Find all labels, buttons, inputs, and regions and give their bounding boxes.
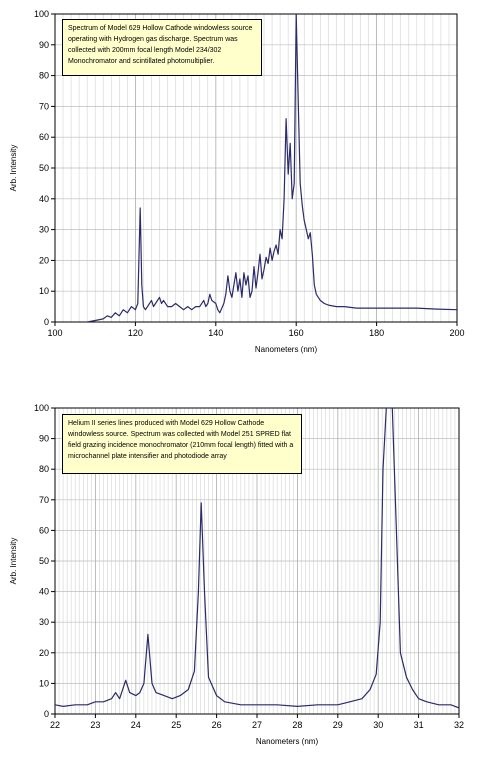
chart-1-x-tick-label: 140 bbox=[208, 328, 223, 338]
chart-2-y-tick-label: 10 bbox=[39, 678, 49, 688]
chart-2-y-tick-label: 80 bbox=[39, 464, 49, 474]
chart-2-y-tick-label: 30 bbox=[39, 617, 49, 627]
chart-1-x-tick-label: 100 bbox=[47, 328, 62, 338]
chart-1-y-tick-label: 90 bbox=[39, 40, 49, 50]
chart-1-annotation: Spectrum of Model 629 Hollow Cathode win… bbox=[62, 19, 262, 76]
chart-1-y-tick-label: 0 bbox=[44, 317, 49, 327]
chart-1-x-tick-label: 180 bbox=[369, 328, 384, 338]
chart-2-x-tick-label: 30 bbox=[373, 720, 383, 730]
chart-2-y-tick-label: 100 bbox=[34, 403, 49, 413]
chart-2-x-tick-label: 31 bbox=[414, 720, 424, 730]
chart-1-y-tick-label: 50 bbox=[39, 163, 49, 173]
chart-1-y-tick-label: 100 bbox=[34, 9, 49, 19]
chart-1-x-tick-label: 200 bbox=[449, 328, 464, 338]
chart-1-y-axis-title: Arb. Intensity bbox=[9, 145, 18, 192]
chart-1-x-tick-label: 120 bbox=[128, 328, 143, 338]
chart-helium-spectrum: 22 23 24 25 26 27 28 29 30 31 32 0 10 20 30 40 50 60 70 80 9… bbox=[0, 385, 482, 759]
chart-1-y-tick-label: 30 bbox=[39, 225, 49, 235]
chart-2-x-tick-label: 32 bbox=[454, 720, 464, 730]
chart-2-y-tick-label: 40 bbox=[39, 587, 49, 597]
chart-1-y-tick-label: 10 bbox=[39, 286, 49, 296]
chart-2-y-tick-label: 0 bbox=[44, 709, 49, 719]
chart-2-x-tick-label: 23 bbox=[90, 720, 100, 730]
chart-1-x-axis-title: Nanometers (nm) bbox=[255, 345, 318, 354]
chart-2-annotation: Helium II series lines produced with Mod… bbox=[62, 414, 302, 474]
chart-2-y-tick-label: 70 bbox=[39, 495, 49, 505]
chart-1-y-tick-label: 60 bbox=[39, 132, 49, 142]
chart-1-y-tick-label: 20 bbox=[39, 255, 49, 265]
chart-1-y-tick-label: 80 bbox=[39, 71, 49, 81]
chart-hydrogen-spectrum: 100 120 140 160 180 200 0 10 20 30 40 50 60 70 80 90 100… bbox=[0, 0, 482, 375]
chart-1-series-line bbox=[87, 14, 457, 322]
chart-2-x-tick-label: 27 bbox=[252, 720, 262, 730]
chart-2-y-axis-title: Arb. Intensity bbox=[9, 538, 18, 585]
chart-2-x-axis-title: Nanometers (nm) bbox=[256, 737, 319, 746]
chart-1-x-tick-label: 160 bbox=[289, 328, 304, 338]
chart-2-y-tick-label: 20 bbox=[39, 648, 49, 658]
chart-2-x-tick-label: 28 bbox=[292, 720, 302, 730]
chart-2-x-tick-label: 25 bbox=[171, 720, 181, 730]
chart-2-y-tick-label: 50 bbox=[39, 556, 49, 566]
chart-2-x-tick-label: 26 bbox=[212, 720, 222, 730]
chart-2-y-tick-label: 90 bbox=[39, 434, 49, 444]
chart-2-x-tick-label: 29 bbox=[333, 720, 343, 730]
chart-1-y-tick-label: 70 bbox=[39, 101, 49, 111]
chart-2-x-tick-label: 22 bbox=[50, 720, 60, 730]
chart-2-x-tick-label: 24 bbox=[131, 720, 141, 730]
chart-1-y-tick-label: 40 bbox=[39, 194, 49, 204]
chart-2-y-tick-label: 60 bbox=[39, 525, 49, 535]
chart-2-series-line bbox=[55, 408, 459, 709]
